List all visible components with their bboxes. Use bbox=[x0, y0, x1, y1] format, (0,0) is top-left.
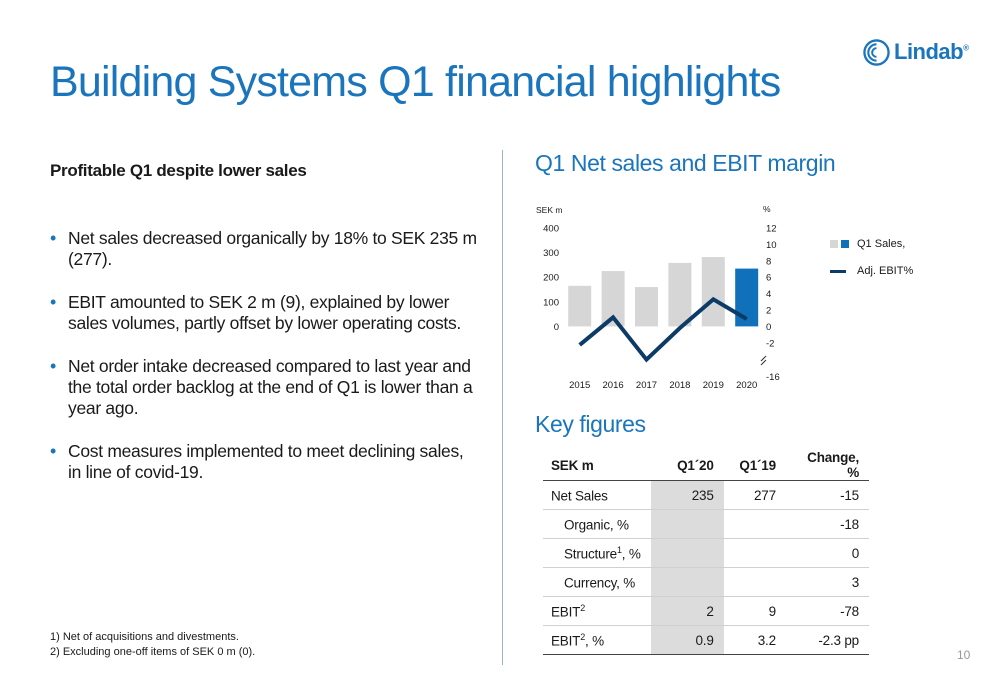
sales-bar bbox=[668, 262, 692, 327]
footnotes: 1) Net of acquisitions and divestments. … bbox=[50, 630, 255, 660]
x-tick-label: 2018 bbox=[669, 380, 690, 391]
legend-swatch-line bbox=[830, 269, 846, 273]
highlights-list: • Net sales decreased organically by 18% … bbox=[50, 228, 480, 505]
sales-bar bbox=[701, 257, 725, 327]
bullet-item: • EBIT amounted to SEK 2 m (9), explained… bbox=[50, 292, 461, 333]
right-tick-label: 0 bbox=[766, 322, 771, 333]
table-row: Organic, % -18 bbox=[543, 509, 869, 539]
lindab-logo-icon bbox=[863, 38, 890, 66]
row-label: EBIT2 bbox=[543, 596, 651, 626]
right-tick-label: 2 bbox=[766, 306, 771, 317]
row-label: Net Sales bbox=[543, 480, 651, 510]
legend-item-sales: Q1 Sales, bbox=[830, 237, 913, 251]
sales-bar bbox=[601, 271, 625, 327]
cell-q1-19: 277 bbox=[723, 480, 786, 510]
cell-q1-20 bbox=[650, 509, 724, 539]
axis-break-icon bbox=[760, 359, 767, 366]
x-tick-label: 2017 bbox=[636, 380, 657, 391]
legend-item-ebit: Adj. EBIT% bbox=[830, 264, 913, 278]
sales-bar bbox=[735, 268, 759, 327]
right-tick-label: -2 bbox=[766, 338, 774, 349]
table-header-row: SEK m Q1´20 Q1´19 Change, % bbox=[543, 450, 869, 481]
cell-change: -2.3 pp bbox=[785, 625, 869, 655]
cell-q1-20 bbox=[650, 538, 724, 568]
table-row: EBIT2, % 0.9 3.2 -2.3 pp bbox=[543, 625, 869, 655]
row-label: Currency, % bbox=[543, 567, 651, 597]
bullet-dot-icon: • bbox=[50, 228, 57, 248]
left-axis-unit: SEK m bbox=[536, 205, 562, 215]
bullet-item: • Net sales decreased organically by 18% … bbox=[50, 228, 477, 269]
ebit-margin-line bbox=[578, 296, 748, 363]
cell-change: -78 bbox=[785, 596, 869, 626]
sales-bar bbox=[568, 285, 592, 327]
cell-q1-19 bbox=[723, 567, 786, 597]
lindab-logo-text: Lindab® bbox=[894, 39, 969, 64]
column-header: Q1´20 bbox=[650, 450, 724, 481]
cell-q1-20: 0.9 bbox=[650, 625, 724, 655]
bullet-dot-icon: • bbox=[50, 292, 57, 312]
footnote: 1) Net of acquisitions and divestments. bbox=[50, 631, 239, 643]
bullet-item: • Net order intake decreased compared to … bbox=[50, 356, 473, 418]
right-tick-label: -16 bbox=[766, 372, 780, 383]
cell-change: -18 bbox=[785, 509, 869, 539]
table-row: Structure1, % 0 bbox=[543, 538, 869, 568]
cell-change: -15 bbox=[785, 480, 869, 510]
x-tick-label: 2016 bbox=[603, 380, 624, 391]
left-tick-label: 200 bbox=[543, 273, 559, 284]
table-row: EBIT2 2 9 -78 bbox=[543, 596, 869, 626]
cell-q1-19 bbox=[723, 538, 786, 568]
x-tick-label: 2020 bbox=[736, 380, 757, 391]
bullet-dot-icon: • bbox=[50, 441, 57, 461]
x-tick-label: 2015 bbox=[569, 380, 590, 391]
left-tick-label: 400 bbox=[543, 224, 559, 235]
x-tick-label: 2019 bbox=[703, 380, 724, 391]
bullet-item: • Cost measures implemented to meet decli… bbox=[50, 441, 464, 482]
cell-q1-20: 2 bbox=[650, 596, 724, 626]
column-header: Change, % bbox=[785, 450, 869, 481]
right-tick-label: 4 bbox=[766, 289, 771, 300]
table-row: Net Sales 235 277 -15 bbox=[543, 480, 869, 510]
left-tick-label: 300 bbox=[543, 248, 559, 259]
legend-swatch-grey bbox=[830, 240, 838, 248]
key-figures-table: SEK m Q1´20 Q1´19 Change, % Net Sales 235… bbox=[543, 450, 869, 655]
page-title: Building Systems Q1 financial highlights bbox=[50, 58, 781, 106]
row-label: Structure1, % bbox=[543, 538, 651, 568]
left-tick-label: 100 bbox=[543, 297, 559, 308]
cell-q1-19 bbox=[723, 509, 786, 539]
bullet-dot-icon: • bbox=[50, 356, 57, 376]
axis-break-icon bbox=[760, 355, 767, 362]
cell-q1-19: 3.2 bbox=[723, 625, 786, 655]
right-tick-label: 12 bbox=[766, 224, 777, 235]
chart-legend: Q1 Sales, Adj. EBIT% bbox=[830, 237, 913, 291]
right-axis-unit: % bbox=[763, 204, 771, 214]
lindab-logo: Lindab® bbox=[863, 37, 969, 67]
lead-statement: Profitable Q1 despite lower sales bbox=[50, 161, 307, 180]
cell-change: 3 bbox=[785, 567, 869, 597]
right-tick-label: 8 bbox=[766, 256, 771, 267]
page-number: 10 bbox=[957, 648, 971, 662]
key-figures-title: Key figures bbox=[535, 411, 646, 437]
sales-ebit-chart: 2015 2016 2017 2018 2019 20200100200300400-16… bbox=[536, 204, 780, 391]
cell-q1-19: 9 bbox=[723, 596, 786, 626]
row-label: Organic, % bbox=[543, 509, 651, 539]
right-tick-label: 10 bbox=[766, 240, 777, 251]
sales-bar bbox=[635, 287, 658, 327]
column-header: SEK m bbox=[543, 450, 651, 481]
chart-title: Q1 Net sales and EBIT margin bbox=[535, 150, 836, 176]
footnote: 2) Excluding one-off items of SEK 0 m (0… bbox=[50, 646, 256, 658]
legend-swatch-blue bbox=[841, 240, 849, 248]
cell-q1-20 bbox=[650, 567, 724, 597]
column-header: Q1´19 bbox=[723, 450, 786, 481]
cell-change: 0 bbox=[785, 538, 869, 568]
cell-q1-20: 235 bbox=[650, 480, 724, 510]
table-row: Currency, % 3 bbox=[543, 567, 869, 597]
right-tick-label: 6 bbox=[766, 273, 771, 284]
row-label: EBIT2, % bbox=[543, 625, 651, 655]
column-divider bbox=[502, 150, 503, 665]
left-tick-label: 0 bbox=[554, 322, 559, 333]
